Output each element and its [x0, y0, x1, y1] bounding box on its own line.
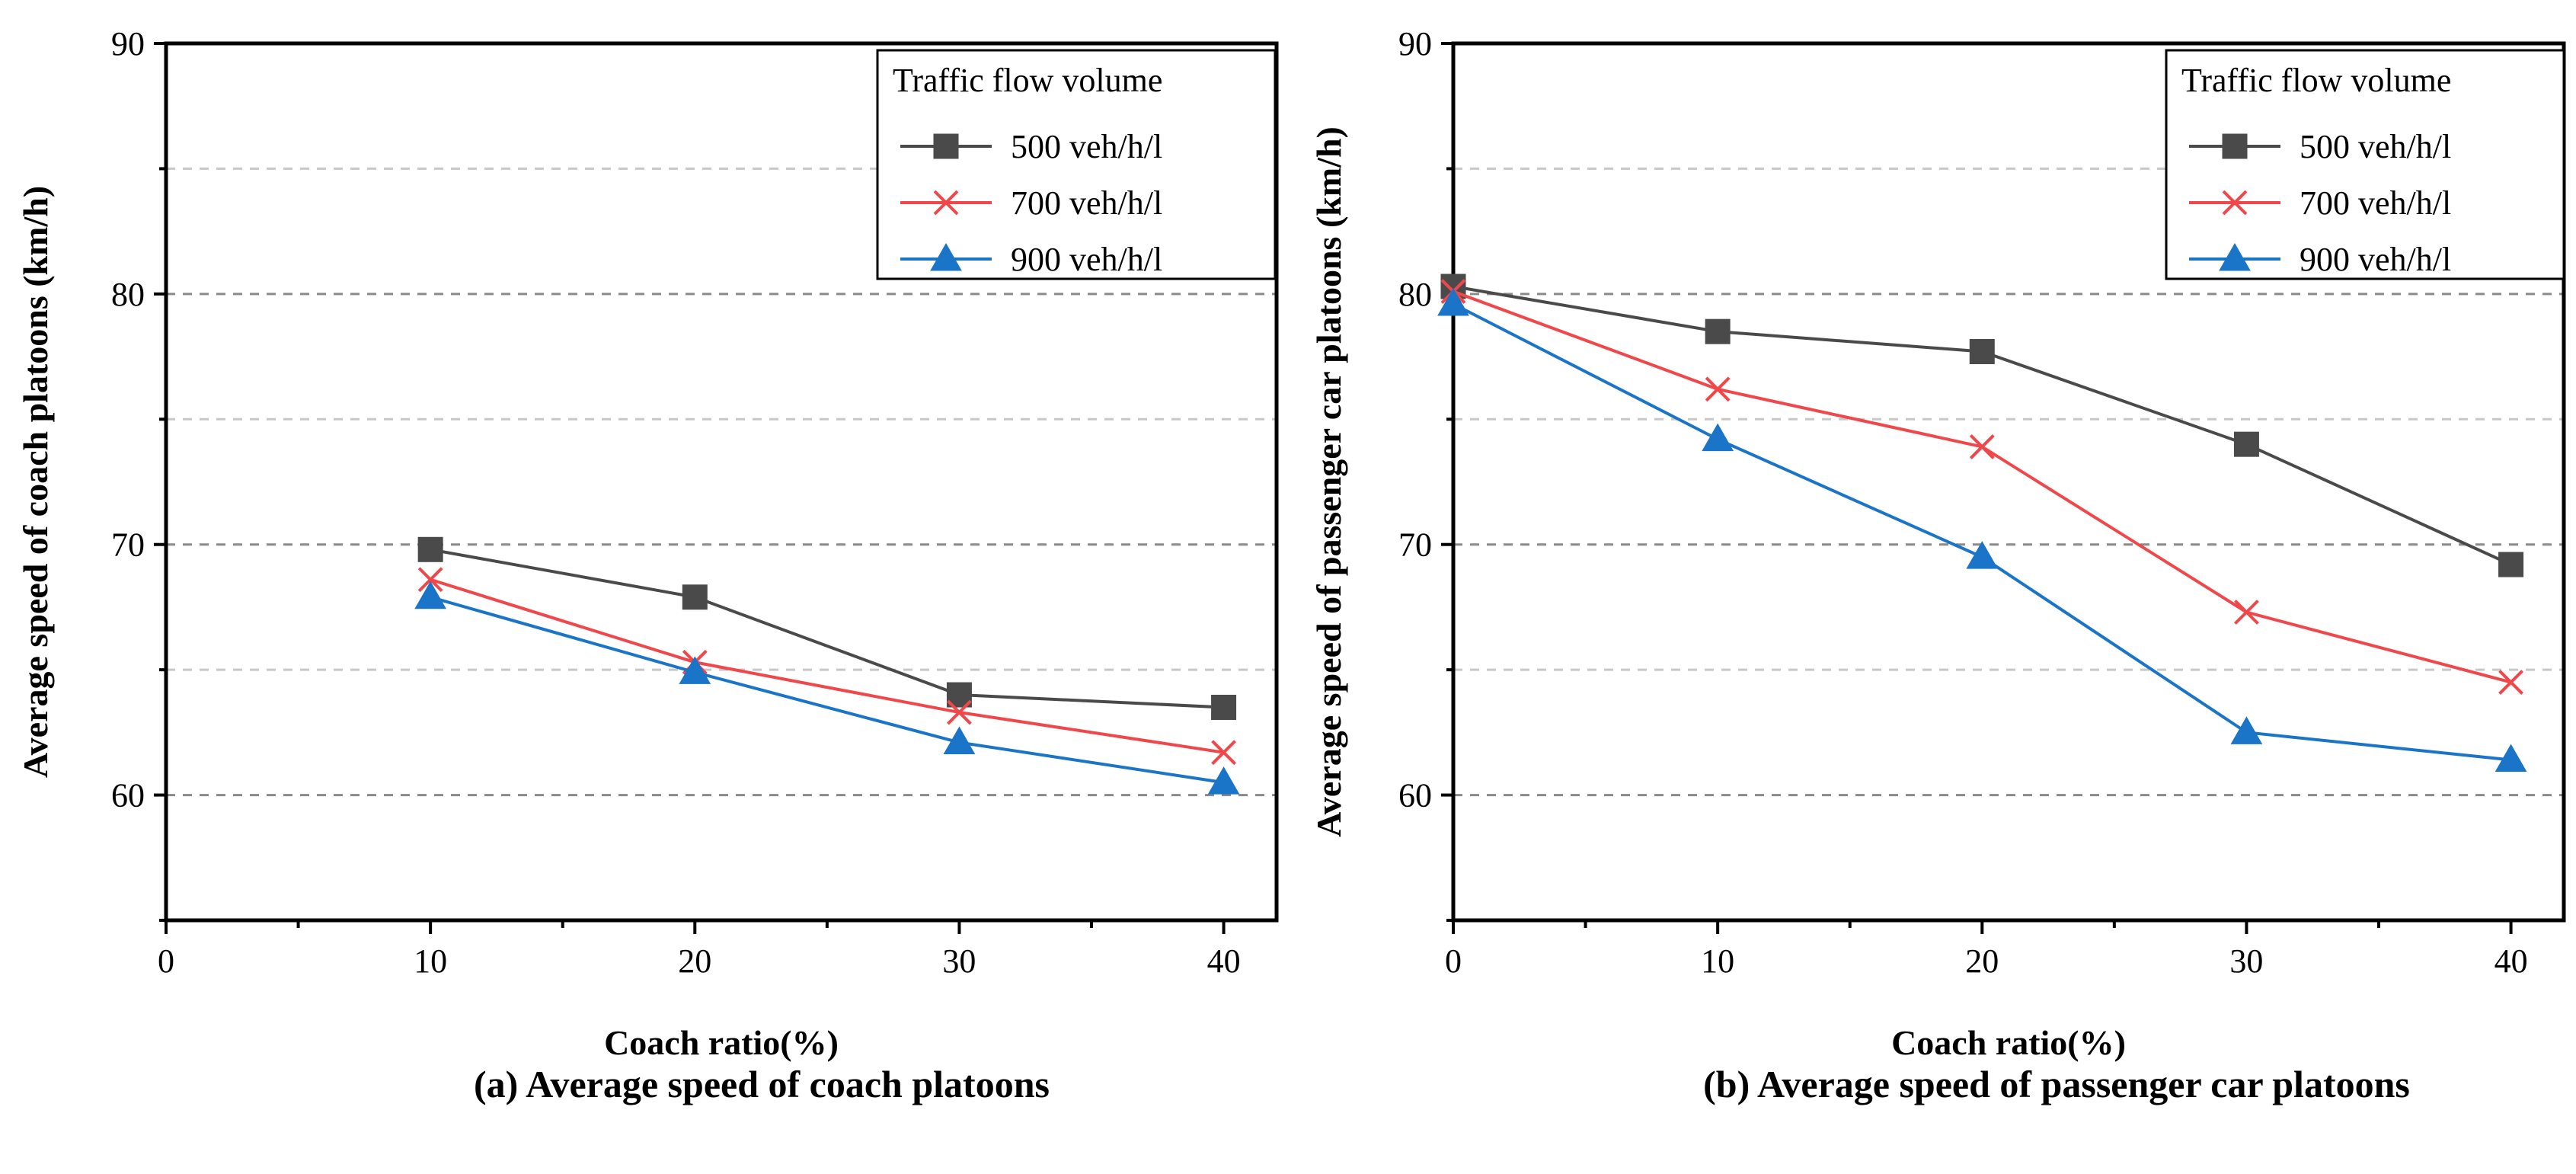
- legend-marker-square: [2222, 133, 2248, 159]
- y-tick-label: 80: [111, 276, 145, 313]
- x-tick-label: 10: [414, 942, 447, 980]
- legend-box: [876, 49, 1277, 280]
- legend-title: Traffic flow volume: [893, 62, 1162, 99]
- chart-caption: (a) Average speed of coach platoons: [474, 1063, 1050, 1105]
- x-tick-label: 30: [942, 942, 976, 980]
- data-point-triangle: [943, 726, 976, 755]
- series-line-x: [430, 577, 1224, 754]
- chart-coach-platoons: 60 70 80 90 0 10 20 30 40 Coach ratio(%) Average s…: [16, 25, 1279, 1105]
- data-point-triangle: [679, 656, 711, 684]
- data-point-triangle: [1966, 541, 1999, 569]
- y-tick-label: 60: [1398, 777, 1432, 814]
- data-point-square: [1969, 338, 1995, 364]
- legend-label: 700 veh/h/l: [1011, 184, 1162, 222]
- legend-title: Traffic flow volume: [2181, 62, 2451, 99]
- data-point-x: [1969, 434, 1995, 459]
- legend-marker-square: [933, 133, 959, 159]
- plot-frame: [164, 41, 1279, 923]
- series-line-square: [1453, 285, 2512, 566]
- y-axis-title: Average speed of coach platoons (km/h): [16, 186, 55, 778]
- data-point-triangle: [1207, 766, 1240, 795]
- legend-marker-x: [2222, 190, 2248, 216]
- x-tick-label: 20: [1965, 942, 1999, 980]
- x-axis-title: Coach ratio(%): [604, 1023, 839, 1062]
- data-point-x: [2498, 670, 2523, 696]
- y-tick-label: 60: [111, 777, 145, 814]
- legend-marker-triangle: [2219, 242, 2251, 271]
- data-point-square: [682, 584, 708, 610]
- data-point-square: [1705, 318, 1731, 344]
- x-tick-label: 40: [2495, 942, 2528, 980]
- plot-frame: [1451, 41, 2566, 923]
- legend-marker-triangle: [930, 242, 962, 271]
- data-point-x: [2234, 600, 2259, 625]
- data-point-square: [2233, 431, 2259, 457]
- legend-label: 500 veh/h/l: [1011, 128, 1162, 165]
- legend-box: [2165, 49, 2565, 280]
- chart-passenger-car-platoons: 60 70 80 90 0 10 20 30 40 Coach ratio(%) Average s…: [1309, 25, 2566, 1105]
- x-tick-label: 0: [158, 942, 174, 980]
- y-tick-label: 90: [111, 25, 145, 62]
- x-tick-label: 20: [678, 942, 711, 980]
- data-point-triangle: [2495, 744, 2527, 773]
- data-point-triangle: [1702, 423, 1734, 452]
- x-tick-label: 0: [1445, 942, 1462, 980]
- x-axis-title: Coach ratio(%): [1891, 1023, 2126, 1062]
- y-axis-title: Average speed of passenger car platoons …: [1309, 126, 1348, 837]
- data-point-triangle: [2230, 716, 2263, 744]
- x-tick-label: 30: [2229, 942, 2263, 980]
- data-point-square: [1211, 694, 1237, 720]
- data-point-x: [947, 699, 972, 725]
- series-line-triangle: [1453, 302, 2511, 762]
- data-point-x: [1705, 376, 1731, 402]
- series-line-square: [430, 548, 1224, 709]
- data-point-square: [417, 536, 443, 562]
- legend-label: 500 veh/h/l: [2300, 128, 2451, 165]
- legend-label: 700 veh/h/l: [2300, 184, 2451, 222]
- legend-label: 900 veh/h/l: [2300, 241, 2451, 278]
- legend-label: 900 veh/h/l: [1011, 241, 1162, 278]
- y-tick-label: 70: [1398, 526, 1432, 564]
- series-line-triangle: [430, 595, 1224, 785]
- y-tick-label: 70: [111, 526, 145, 564]
- y-tick-label: 90: [1398, 25, 1432, 62]
- y-tick-label: 80: [1398, 276, 1432, 313]
- data-point-square: [2498, 552, 2524, 577]
- x-tick-label: 10: [1701, 942, 1734, 980]
- x-tick-label: 40: [1207, 942, 1241, 980]
- data-point-x: [417, 567, 443, 593]
- legend-marker-x: [933, 190, 959, 216]
- chart-caption: (b) Average speed of passenger car plato…: [1703, 1063, 2410, 1105]
- data-point-triangle: [1437, 288, 1469, 316]
- data-point-x: [1211, 740, 1236, 766]
- data-point-triangle: [414, 581, 447, 609]
